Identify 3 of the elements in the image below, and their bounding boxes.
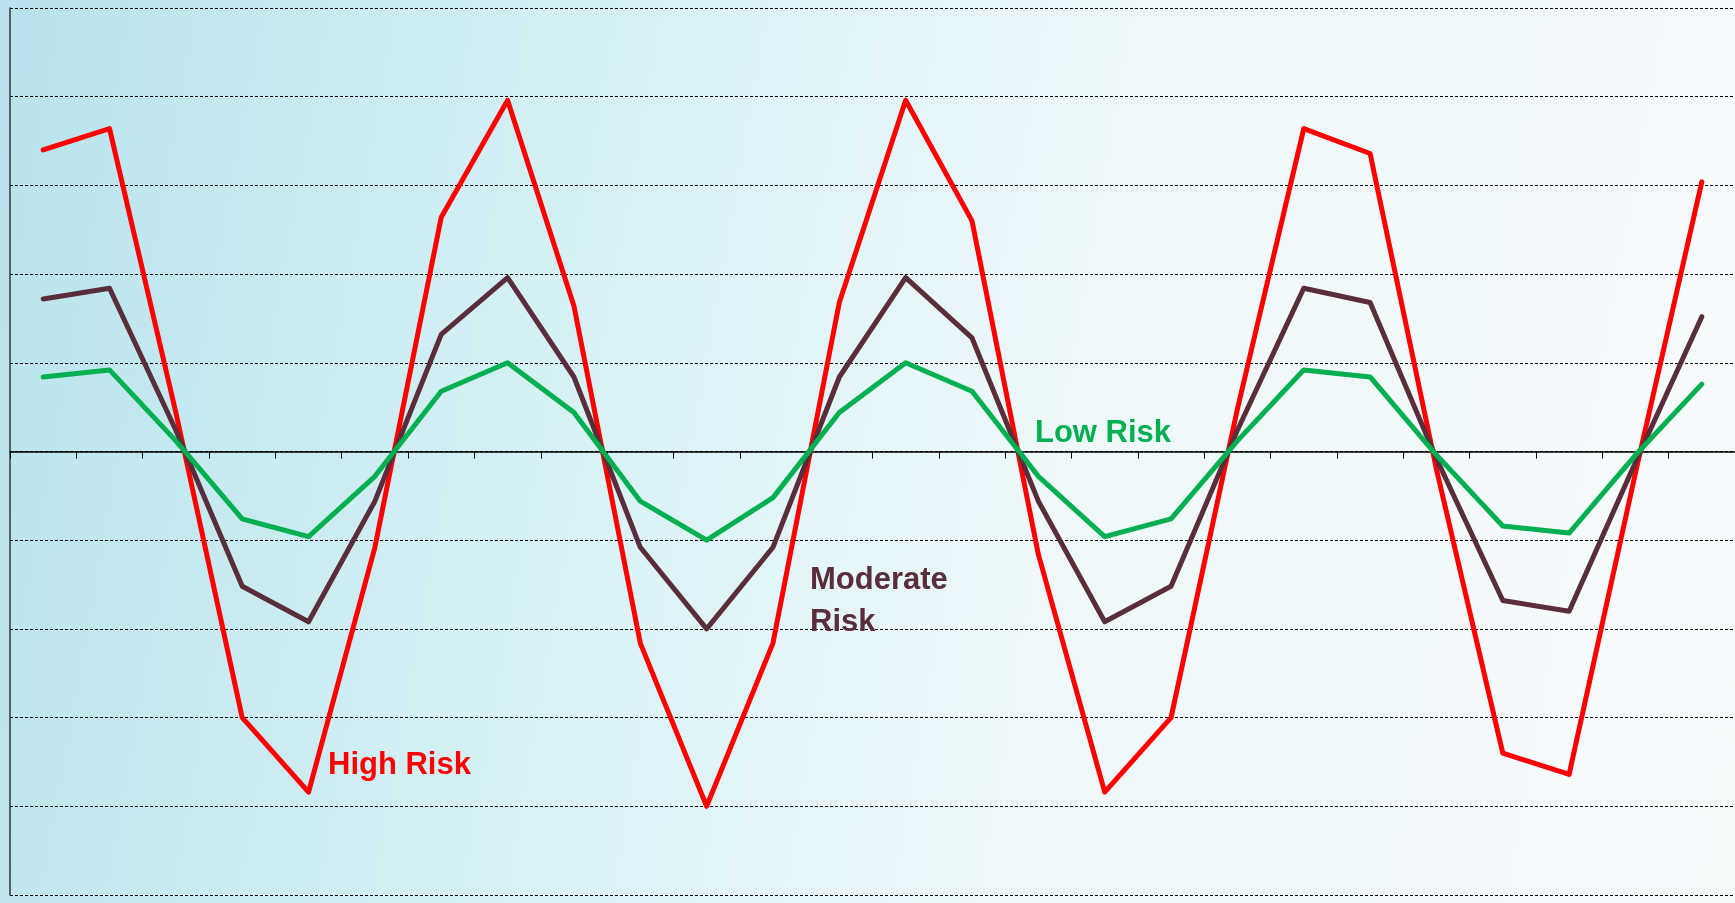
series-label: High Risk <box>328 745 472 781</box>
series-label: Low Risk <box>1035 413 1172 449</box>
series-label: Moderate Risk <box>810 560 957 638</box>
